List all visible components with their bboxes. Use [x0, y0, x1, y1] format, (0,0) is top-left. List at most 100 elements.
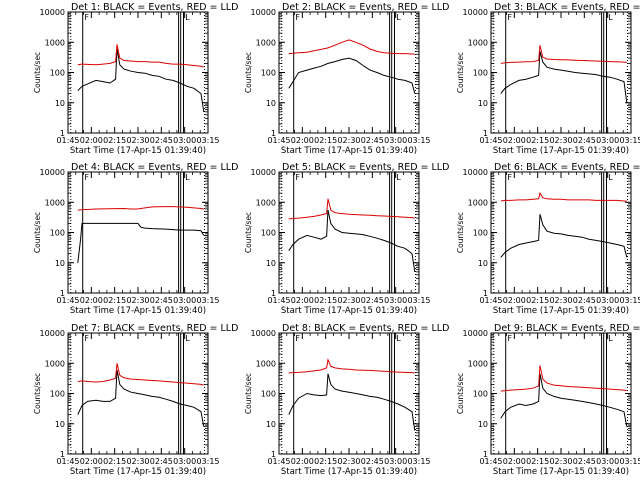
- events-line: [500, 51, 628, 103]
- lld-line: [500, 45, 627, 64]
- x-tick-label: 03:15: [407, 136, 430, 145]
- y-tick-label: 10: [478, 259, 488, 268]
- y-tick-label: 10: [266, 99, 276, 108]
- panel-title: Det 6: BLACK = Events, RED = LLD: [494, 162, 640, 173]
- y-tick-label: 1000: [468, 359, 488, 368]
- y-tick-label: 100: [473, 229, 488, 238]
- x-axis-label: Start Time (17-Apr-15 01:39:40): [70, 306, 206, 316]
- x-tick-label: 03:00: [596, 136, 619, 145]
- marker-label: F: [295, 13, 300, 22]
- marker-label: F: [507, 173, 512, 182]
- detector-panel: Det 6: BLACK = Events, RED = LLD Counts/s…: [456, 162, 640, 316]
- marker-label: L: [185, 173, 190, 182]
- lld-line: [500, 365, 627, 392]
- x-tick-label: 02:45: [150, 296, 173, 305]
- panel-title: Det 5: BLACK = Events, RED = LLD: [282, 162, 449, 173]
- y-tick-label: 10: [266, 259, 276, 268]
- y-tick-label: 1000: [256, 38, 276, 47]
- x-tick-label: 02:00: [291, 457, 314, 466]
- x-tick-label: 03:00: [173, 136, 196, 145]
- y-tick-label: 10: [55, 420, 65, 429]
- marker-label: F: [295, 173, 300, 182]
- panel-title: Det 9: BLACK = Events, RED = LLD: [494, 323, 640, 334]
- x-axis-label: Start Time (17-Apr-15 01:39:40): [70, 146, 206, 156]
- y-tick-label: 10000: [40, 8, 65, 17]
- y-tick-label: 10000: [251, 329, 276, 338]
- lld-line: [77, 363, 204, 386]
- x-tick-label: 02:15: [526, 296, 549, 305]
- x-tick-label: 01:45: [56, 136, 79, 145]
- y-tick-label: 1000: [468, 198, 488, 207]
- x-tick-label: 02:00: [503, 296, 526, 305]
- x-tick-label: 02:30: [337, 296, 360, 305]
- x-axis-label: Start Time (17-Apr-15 01:39:40): [281, 146, 417, 156]
- y-tick-label: 10000: [40, 168, 65, 177]
- x-tick-label: 02:45: [573, 136, 596, 145]
- x-tick-label: 01:45: [56, 296, 79, 305]
- y-tick-label: 1: [271, 450, 276, 459]
- x-tick-label: 01:45: [267, 136, 290, 145]
- y-axis-label: Counts/sec: [33, 212, 42, 253]
- marker-label: F: [295, 334, 300, 343]
- lld-line: [288, 358, 415, 374]
- detector-panel: Det 4: BLACK = Events, RED = LLD Counts/s…: [33, 162, 238, 316]
- x-tick-label: 01:45: [267, 296, 290, 305]
- marker-label: L: [396, 13, 401, 22]
- y-tick-label: 1000: [45, 359, 65, 368]
- detector-panel: Det 5: BLACK = Events, RED = LLD Counts/s…: [244, 162, 449, 316]
- x-tick-label: 02:45: [573, 296, 596, 305]
- x-tick-label: 03:00: [384, 457, 407, 466]
- x-tick-label: 02:45: [150, 136, 173, 145]
- panel-title: Det 2: BLACK = Events, RED = LLD: [282, 2, 449, 13]
- x-tick-label: 02:30: [337, 136, 360, 145]
- y-axis-label: Counts/sec: [244, 212, 253, 253]
- x-tick-label: 01:45: [479, 296, 502, 305]
- x-tick-label: 02:45: [361, 296, 384, 305]
- y-tick-label: 10000: [251, 168, 276, 177]
- x-axis-label: Start Time (17-Apr-15 01:39:40): [493, 467, 629, 477]
- y-tick-label: 100: [50, 390, 65, 399]
- events-line: [77, 222, 205, 263]
- x-tick-label: 02:30: [126, 296, 149, 305]
- x-tick-label: 03:15: [619, 296, 640, 305]
- x-tick-label: 03:00: [173, 296, 196, 305]
- plot-frame: [490, 171, 632, 294]
- x-tick-label: 01:45: [479, 136, 502, 145]
- panel-title: Det 7: BLACK = Events, RED = LLD: [71, 323, 238, 334]
- x-tick-label: 02:00: [291, 296, 314, 305]
- x-axis-label: Start Time (17-Apr-15 01:39:40): [70, 467, 206, 477]
- y-tick-label: 1000: [45, 198, 65, 207]
- events-line: [77, 48, 205, 112]
- x-tick-label: 03:15: [196, 136, 219, 145]
- y-tick-label: 1: [483, 450, 488, 459]
- y-tick-label: 100: [261, 390, 276, 399]
- events-line: [500, 214, 628, 258]
- y-axis-label: Counts/sec: [456, 373, 465, 414]
- x-axis-label: Start Time (17-Apr-15 01:39:40): [493, 146, 629, 156]
- plot-frame: [278, 171, 420, 294]
- detector-panel: Det 9: BLACK = Events, RED = LLD Counts/s…: [456, 323, 640, 477]
- x-tick-label: 02:00: [80, 136, 103, 145]
- lld-line: [288, 198, 415, 220]
- events-line: [288, 57, 416, 94]
- y-axis-label: Counts/sec: [33, 52, 42, 93]
- x-tick-label: 02:15: [103, 457, 126, 466]
- x-tick-label: 03:15: [619, 457, 640, 466]
- x-tick-label: 02:00: [80, 457, 103, 466]
- x-tick-label: 02:30: [549, 457, 572, 466]
- y-tick-label: 10000: [251, 8, 276, 17]
- x-tick-label: 02:15: [314, 296, 337, 305]
- y-tick-label: 100: [261, 69, 276, 78]
- y-tick-label: 1000: [256, 359, 276, 368]
- events-line: [288, 209, 416, 272]
- x-tick-label: 01:45: [479, 457, 502, 466]
- x-tick-label: 02:30: [337, 457, 360, 466]
- y-tick-label: 1: [271, 129, 276, 138]
- y-axis-label: Counts/sec: [456, 212, 465, 253]
- x-axis-label: Start Time (17-Apr-15 01:39:40): [281, 467, 417, 477]
- x-tick-label: 02:30: [126, 457, 149, 466]
- y-tick-label: 10: [478, 99, 488, 108]
- detector-panel: Det 2: BLACK = Events, RED = LLD Counts/s…: [244, 2, 449, 156]
- y-tick-label: 1: [483, 289, 488, 298]
